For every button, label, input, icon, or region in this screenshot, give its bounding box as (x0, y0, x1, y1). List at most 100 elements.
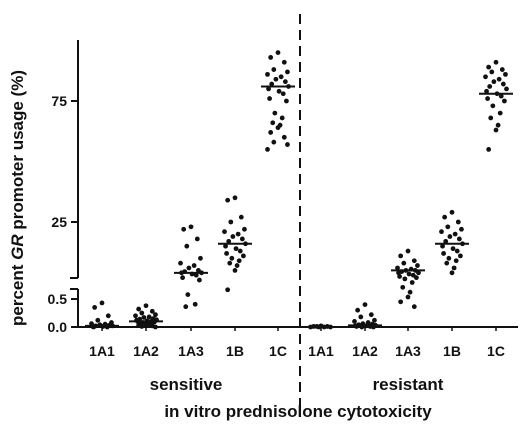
data-point (186, 265, 192, 271)
y-tick-label: 25 (51, 214, 67, 230)
data-point (502, 98, 507, 104)
data-point (197, 277, 202, 283)
data-point (271, 139, 277, 145)
y-tick-label: 75 (51, 93, 67, 109)
data-point (355, 307, 361, 313)
category-label: 1A3 (395, 343, 421, 359)
data-point (411, 258, 417, 264)
category-label: 1A2 (133, 343, 159, 359)
axis-labels: sensitive resistant in vitro prednisolon… (8, 70, 444, 421)
data-point (455, 219, 461, 225)
x-axis-title: in vitro prednisolone cytotoxicity (164, 402, 432, 421)
data-point (276, 88, 282, 94)
data-point (398, 299, 404, 305)
data-point (454, 248, 460, 254)
data-point (458, 253, 463, 259)
data-point (268, 130, 274, 135)
data-points (89, 50, 509, 330)
data-point (267, 96, 272, 101)
data-point (447, 234, 453, 239)
data-point (269, 81, 275, 87)
data-point (229, 255, 235, 261)
y-axis-title-part-1: percent (8, 260, 27, 326)
data-point (358, 314, 364, 320)
data-point (265, 147, 270, 152)
data-point (143, 322, 149, 328)
category-label: 1C (269, 343, 287, 359)
data-point (487, 84, 493, 89)
data-point (279, 115, 285, 121)
data-point (99, 300, 105, 306)
data-point (397, 274, 402, 279)
data-point (362, 302, 368, 307)
data-point (441, 251, 446, 256)
data-point (488, 115, 494, 121)
data-point (136, 306, 142, 312)
data-point (497, 110, 503, 116)
data-point (439, 229, 444, 235)
category-label: 1B (443, 343, 461, 359)
data-point (400, 284, 406, 290)
data-point (270, 120, 276, 126)
data-point (285, 69, 290, 75)
data-point (491, 79, 497, 85)
data-point (445, 224, 451, 230)
category-label: 1B (226, 343, 244, 359)
data-point (268, 55, 274, 60)
data-point (484, 88, 489, 94)
category-label: 1A1 (308, 343, 334, 359)
median-lines (85, 85, 513, 328)
data-point (153, 312, 158, 318)
group-label-sensitive: sensitive (150, 375, 223, 394)
y-axis-title-gr: GR (8, 234, 27, 260)
data-point (495, 122, 501, 128)
data-point (499, 67, 505, 72)
data-point (227, 260, 233, 266)
data-point (242, 226, 247, 232)
data-point (92, 305, 98, 310)
data-point (225, 197, 231, 203)
data-point (449, 270, 455, 276)
data-point (409, 280, 415, 285)
data-point (486, 64, 492, 70)
data-point (272, 110, 278, 116)
data-point (405, 294, 411, 300)
data-point (489, 69, 495, 75)
data-point (143, 303, 149, 309)
data-point (133, 313, 138, 319)
y-tick-label: 0.0 (48, 319, 68, 335)
data-point (352, 319, 357, 324)
category-label: 1C (487, 343, 505, 359)
data-point (459, 226, 464, 232)
data-point (225, 287, 231, 293)
data-point (453, 258, 459, 264)
data-point (485, 96, 490, 101)
data-point (185, 292, 191, 297)
data-point (139, 310, 145, 316)
data-point (490, 103, 496, 109)
data-point (181, 226, 187, 232)
data-point (282, 79, 288, 85)
data-point (105, 313, 111, 319)
data-point (228, 219, 234, 225)
data-point (504, 86, 509, 92)
data-point (281, 134, 287, 140)
data-point (500, 81, 506, 87)
data-point (178, 260, 183, 266)
data-point (234, 263, 240, 268)
group-label-resistant: resistant (373, 375, 444, 394)
data-point (233, 246, 239, 252)
data-point (415, 263, 420, 268)
data-point (238, 214, 244, 220)
category-label: 1A1 (89, 343, 115, 359)
data-point (278, 74, 284, 80)
data-point (153, 324, 158, 330)
data-point (281, 59, 287, 65)
data-point (275, 50, 281, 55)
data-point (141, 315, 147, 320)
data-point (368, 312, 374, 318)
data-point (416, 270, 421, 276)
data-point (198, 255, 203, 261)
data-point (232, 268, 238, 273)
data-point (493, 59, 499, 65)
